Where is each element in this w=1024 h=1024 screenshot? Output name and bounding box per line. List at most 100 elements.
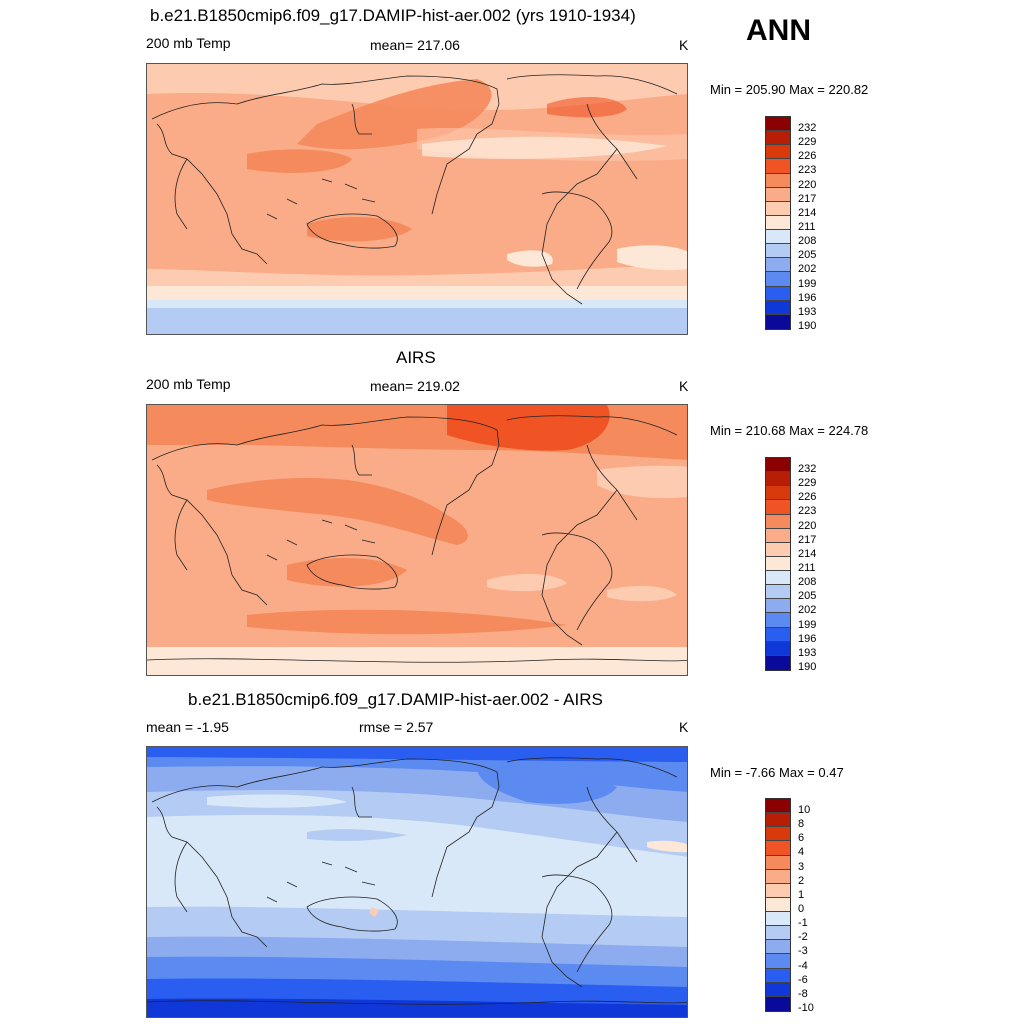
colorbar-tick-label: 217 [798, 192, 817, 205]
colorbar-box [766, 472, 790, 487]
colorbar-box [766, 314, 790, 329]
colorbar-box [766, 571, 790, 586]
colorbar-box [766, 613, 790, 628]
panel-1-contour-field [147, 64, 687, 334]
colorbar-tick-label: -3 [798, 945, 808, 958]
colorbar-tick-label: 232 [798, 122, 817, 135]
colorbar-box [766, 982, 790, 997]
panel-1-title: b.e21.B1850cmip6.f09_g17.DAMIP-hist-aer.… [150, 6, 636, 25]
colorbar-box [766, 641, 790, 656]
panel-3-contour-field [147, 747, 687, 1017]
panel-3-title: b.e21.B1850cmip6.f09_g17.DAMIP-hist-aer.… [188, 690, 603, 709]
colorbar-box [766, 159, 790, 174]
colorbar-box [766, 954, 790, 969]
colorbar-tick-label: 8 [798, 818, 805, 831]
panel-2-title: AIRS [396, 348, 436, 367]
panel-3-units-label: K [679, 719, 689, 735]
colorbar-box [766, 883, 790, 898]
colorbar-box [766, 500, 790, 515]
colorbar-box [766, 799, 790, 814]
colorbar-tick-label: 1 [798, 888, 805, 901]
panel-1-variable-label: 200 mb Temp [146, 35, 231, 51]
colorbar-tick-label: 226 [798, 150, 817, 163]
colorbar-tick-label: -10 [798, 1001, 814, 1014]
colorbar-tick-label: -2 [798, 931, 808, 944]
colorbar-tick-label: 0 [798, 903, 805, 915]
colorbar-tick-label: 193 [798, 305, 817, 318]
colorbar-tick-label: 202 [798, 263, 817, 276]
colorbar-box [766, 486, 790, 501]
colorbar-tick-label: 229 [798, 136, 817, 149]
colorbar-box [766, 996, 790, 1011]
colorbar-box [766, 272, 790, 287]
colorbar-tick-label: 211 [798, 221, 816, 233]
colorbar-box [766, 286, 790, 301]
panel-1-units-label: K [679, 37, 689, 53]
colorbar-tick-label: 223 [798, 164, 817, 177]
colorbar-tick-label: -6 [798, 973, 808, 986]
colorbar-tick-label: 229 [798, 477, 817, 490]
colorbar-tick-label: 199 [798, 618, 817, 631]
colorbar-box [766, 514, 790, 529]
colorbar-box [766, 187, 790, 202]
colorbar-box [766, 869, 790, 884]
colorbar-tick-label: 232 [798, 463, 817, 476]
season-label: ANN [746, 14, 811, 47]
colorbar-box [766, 855, 790, 870]
colorbar-tick-label: 208 [798, 235, 817, 248]
panel-2-units-label: K [679, 378, 689, 394]
colorbar-box [766, 926, 790, 941]
panel-2-map [146, 404, 688, 676]
colorbar-box [766, 173, 790, 188]
colorbar-tick-label: 6 [798, 832, 805, 845]
panel-3-map [146, 746, 688, 1018]
colorbar-box [766, 300, 790, 315]
colorbar-box [766, 201, 790, 216]
colorbar-tick-label: 220 [798, 519, 817, 532]
colorbar-box [766, 542, 790, 557]
colorbar-tick-label: 10 [798, 804, 811, 817]
panel-2-minmax: Min = 210.68 Max = 224.78 [710, 423, 869, 438]
colorbar-box [766, 813, 790, 828]
colorbar-tick-label: 205 [798, 249, 817, 262]
colorbar-tick-label: 4 [798, 846, 805, 859]
colorbar-box [766, 556, 790, 571]
colorbar-box [766, 258, 790, 273]
colorbar-box [766, 117, 790, 132]
colorbar-tick-label: 196 [798, 632, 817, 645]
colorbar-tick-label: 214 [798, 547, 817, 560]
colorbar-tick-label: 196 [798, 291, 817, 304]
colorbar-box [766, 655, 790, 670]
colorbar-box [766, 131, 790, 146]
colorbar-box [766, 230, 790, 245]
panel-3-colorbar [765, 798, 791, 1012]
colorbar-box [766, 244, 790, 259]
colorbar-tick-label: 217 [798, 533, 817, 546]
colorbar-box [766, 215, 790, 230]
colorbar-tick-label: 3 [798, 860, 805, 873]
colorbar-tick-label: 193 [798, 646, 817, 659]
panel-2-colorbar [765, 457, 791, 671]
colorbar-tick-label: 223 [798, 505, 817, 518]
panel-1-minmax: Min = 205.90 Max = 220.82 [710, 82, 869, 97]
panel-2-variable-label: 200 mb Temp [146, 376, 231, 392]
panel-2-mean-label: mean= 219.02 [370, 378, 460, 394]
panel-1-colorbar [765, 116, 791, 330]
colorbar-tick-label: 199 [798, 277, 817, 290]
colorbar-tick-label: 214 [798, 206, 817, 219]
panel-1-mean-label: mean= 217.06 [370, 37, 460, 53]
panel-3-minmax: Min = -7.66 Max = 0.47 [710, 765, 844, 780]
colorbar-tick-label: 190 [798, 660, 817, 673]
colorbar-box [766, 627, 790, 642]
panel-2-contour-field [147, 405, 687, 675]
colorbar-tick-label: 220 [798, 178, 817, 191]
colorbar-tick-label: 226 [798, 491, 817, 504]
colorbar-box [766, 841, 790, 856]
panel-3-rmse-label: rmse = 2.57 [359, 719, 434, 735]
colorbar-tick-label: 208 [798, 576, 817, 589]
colorbar-tick-label: 202 [798, 604, 817, 617]
colorbar-box [766, 145, 790, 160]
colorbar-box [766, 585, 790, 600]
colorbar-tick-label: 205 [798, 590, 817, 603]
panel-1-map [146, 63, 688, 335]
